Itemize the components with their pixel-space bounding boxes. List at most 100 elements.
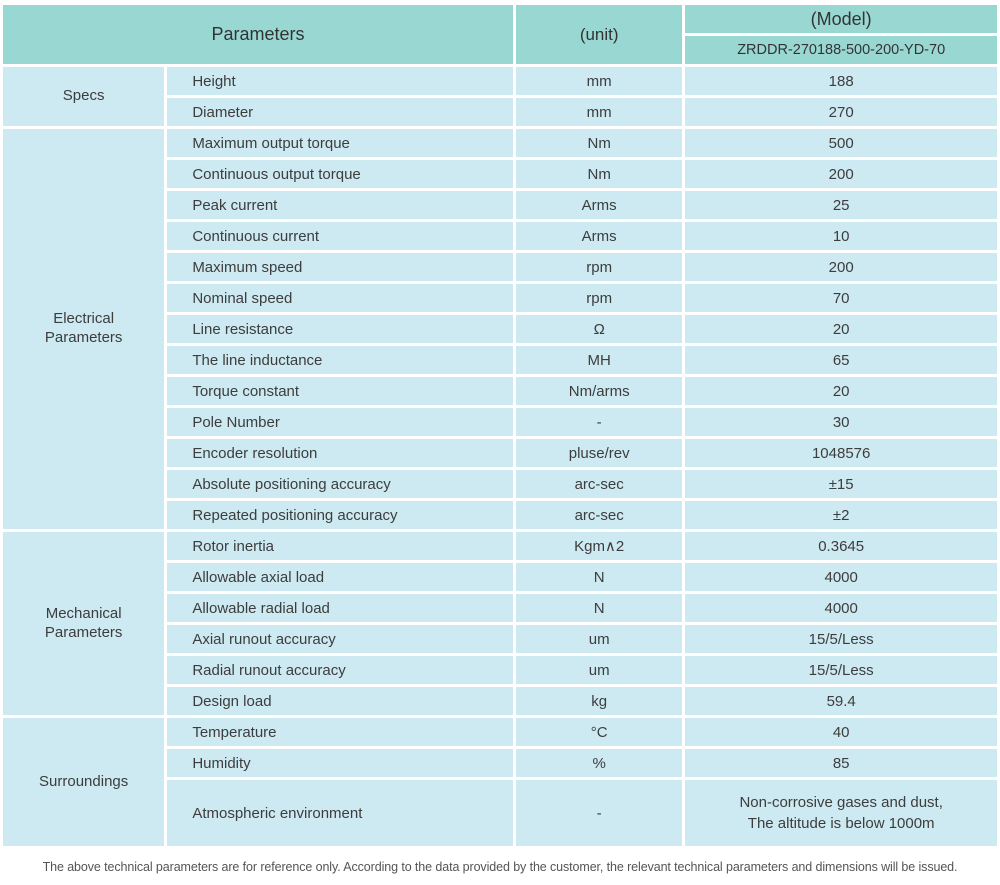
- param-cell: Height: [167, 67, 514, 95]
- unit-cell: Arms: [516, 191, 683, 219]
- param-cell: Axial runout accuracy: [167, 625, 514, 653]
- table-row: Allowable radial load N 4000: [3, 594, 997, 622]
- unit-cell: pluse/rev: [516, 439, 683, 467]
- value-cell: 20: [685, 315, 997, 343]
- spec-table: Parameters (unit) (Model) ZRDDR-270188-5…: [0, 2, 1000, 849]
- group-cell-surroundings: Surroundings: [3, 718, 165, 846]
- value-cell: 20: [685, 377, 997, 405]
- table-row: The line inductance MH 65: [3, 346, 997, 374]
- unit-cell: N: [516, 594, 683, 622]
- unit-cell: arc-sec: [516, 501, 683, 529]
- table-row: Allowable axial load N 4000: [3, 563, 997, 591]
- value-cell: 40: [685, 718, 997, 746]
- unit-cell: um: [516, 625, 683, 653]
- table-row: Atmospheric environment - Non-corrosive …: [3, 780, 997, 846]
- table-row: Mechanical Parameters Rotor inertia Kgm∧…: [3, 532, 997, 715]
- value-cell: 200: [685, 160, 997, 188]
- unit-cell: mm: [516, 67, 683, 95]
- table-row: Humidity % 85: [3, 749, 997, 777]
- table-row: Continuous output torque Nm 200: [3, 160, 997, 188]
- table-row: Axial runout accuracy um 15/5/Less: [3, 625, 997, 653]
- unit-header: (unit): [516, 5, 683, 64]
- value-cell: 200: [685, 253, 997, 281]
- param-cell: Peak current: [167, 191, 514, 219]
- parameters-header: Parameters: [3, 5, 514, 64]
- table-row: Line resistance Ω 20: [3, 315, 997, 343]
- param-cell: Temperature: [167, 718, 514, 746]
- table-row: Surroundings Temperature °C 40: [3, 718, 997, 846]
- value-cell: 59.4: [685, 687, 997, 715]
- unit-cell: °C: [516, 718, 683, 746]
- table-row: Radial runout accuracy um 15/5/Less: [3, 656, 997, 684]
- table-row: Torque constant Nm/arms 20: [3, 377, 997, 405]
- table-row: Maximum speed rpm 200: [3, 253, 997, 281]
- disclaimer-note: The above technical parameters are for r…: [42, 860, 958, 874]
- table-row: Diameter mm 270: [3, 98, 997, 126]
- param-cell: Nominal speed: [167, 284, 514, 312]
- value-cell: 15/5/Less: [685, 656, 997, 684]
- unit-cell: %: [516, 749, 683, 777]
- value-cell: Non-corrosive gases and dust, The altitu…: [685, 780, 997, 846]
- value-cell: ±15: [685, 470, 997, 498]
- param-cell: Design load: [167, 687, 514, 715]
- value-cell: 188: [685, 67, 997, 95]
- value-cell: 15/5/Less: [685, 625, 997, 653]
- header-row-model-number: ZRDDR-270188-500-200-YD-70: [3, 36, 997, 64]
- table-row: Peak current Arms 25: [3, 191, 997, 219]
- value-cell: 270: [685, 98, 997, 126]
- unit-cell: Nm: [516, 160, 683, 188]
- param-cell: The line inductance: [167, 346, 514, 374]
- param-cell: Radial runout accuracy: [167, 656, 514, 684]
- unit-cell: -: [516, 780, 683, 846]
- value-cell: 4000: [685, 594, 997, 622]
- param-cell: Continuous current: [167, 222, 514, 250]
- unit-cell: arc-sec: [516, 470, 683, 498]
- value-cell: 10: [685, 222, 997, 250]
- value-cell: 500: [685, 129, 997, 157]
- value-cell: 30: [685, 408, 997, 436]
- unit-cell: Nm/arms: [516, 377, 683, 405]
- unit-cell: mm: [516, 98, 683, 126]
- unit-cell: rpm: [516, 253, 683, 281]
- table-row: Repeated positioning accuracy arc-sec ±2: [3, 501, 997, 529]
- model-header: (Model): [685, 5, 997, 33]
- param-cell: Rotor inertia: [167, 532, 514, 560]
- param-cell: Atmospheric environment: [167, 780, 514, 846]
- value-cell: 65: [685, 346, 997, 374]
- param-cell: Continuous output torque: [167, 160, 514, 188]
- unit-cell: Nm: [516, 129, 683, 157]
- unit-cell: kg: [516, 687, 683, 715]
- param-cell: Encoder resolution: [167, 439, 514, 467]
- value-cell: 25: [685, 191, 997, 219]
- table-row: Electrical Parameters Maximum output tor…: [3, 129, 997, 529]
- param-cell: Humidity: [167, 749, 514, 777]
- param-cell: Allowable axial load: [167, 563, 514, 591]
- unit-cell: rpm: [516, 284, 683, 312]
- value-cell: ±2: [685, 501, 997, 529]
- table-row: Design load kg 59.4: [3, 687, 997, 715]
- group-cell-specs: Specs: [3, 67, 165, 126]
- table-row: Encoder resolution pluse/rev 1048576: [3, 439, 997, 467]
- value-cell: 4000: [685, 563, 997, 591]
- table-row: Pole Number - 30: [3, 408, 997, 436]
- header-row: Parameters (unit) (Model): [3, 5, 997, 64]
- table-row: Continuous current Arms 10: [3, 222, 997, 250]
- value-cell: 85: [685, 749, 997, 777]
- param-cell: Absolute positioning accuracy: [167, 470, 514, 498]
- unit-cell: -: [516, 408, 683, 436]
- unit-cell: MH: [516, 346, 683, 374]
- group-cell-electrical: Electrical Parameters: [3, 129, 165, 529]
- table-row: Absolute positioning accuracy arc-sec ±1…: [3, 470, 997, 498]
- param-cell: Torque constant: [167, 377, 514, 405]
- group-cell-mechanical: Mechanical Parameters: [3, 532, 165, 715]
- unit-cell: Arms: [516, 222, 683, 250]
- value-cell: 0.3645: [685, 532, 997, 560]
- param-cell: Pole Number: [167, 408, 514, 436]
- unit-cell: Ω: [516, 315, 683, 343]
- param-cell: Diameter: [167, 98, 514, 126]
- table-row: Nominal speed rpm 70: [3, 284, 997, 312]
- param-cell: Line resistance: [167, 315, 514, 343]
- value-cell: 1048576: [685, 439, 997, 467]
- param-cell: Maximum output torque: [167, 129, 514, 157]
